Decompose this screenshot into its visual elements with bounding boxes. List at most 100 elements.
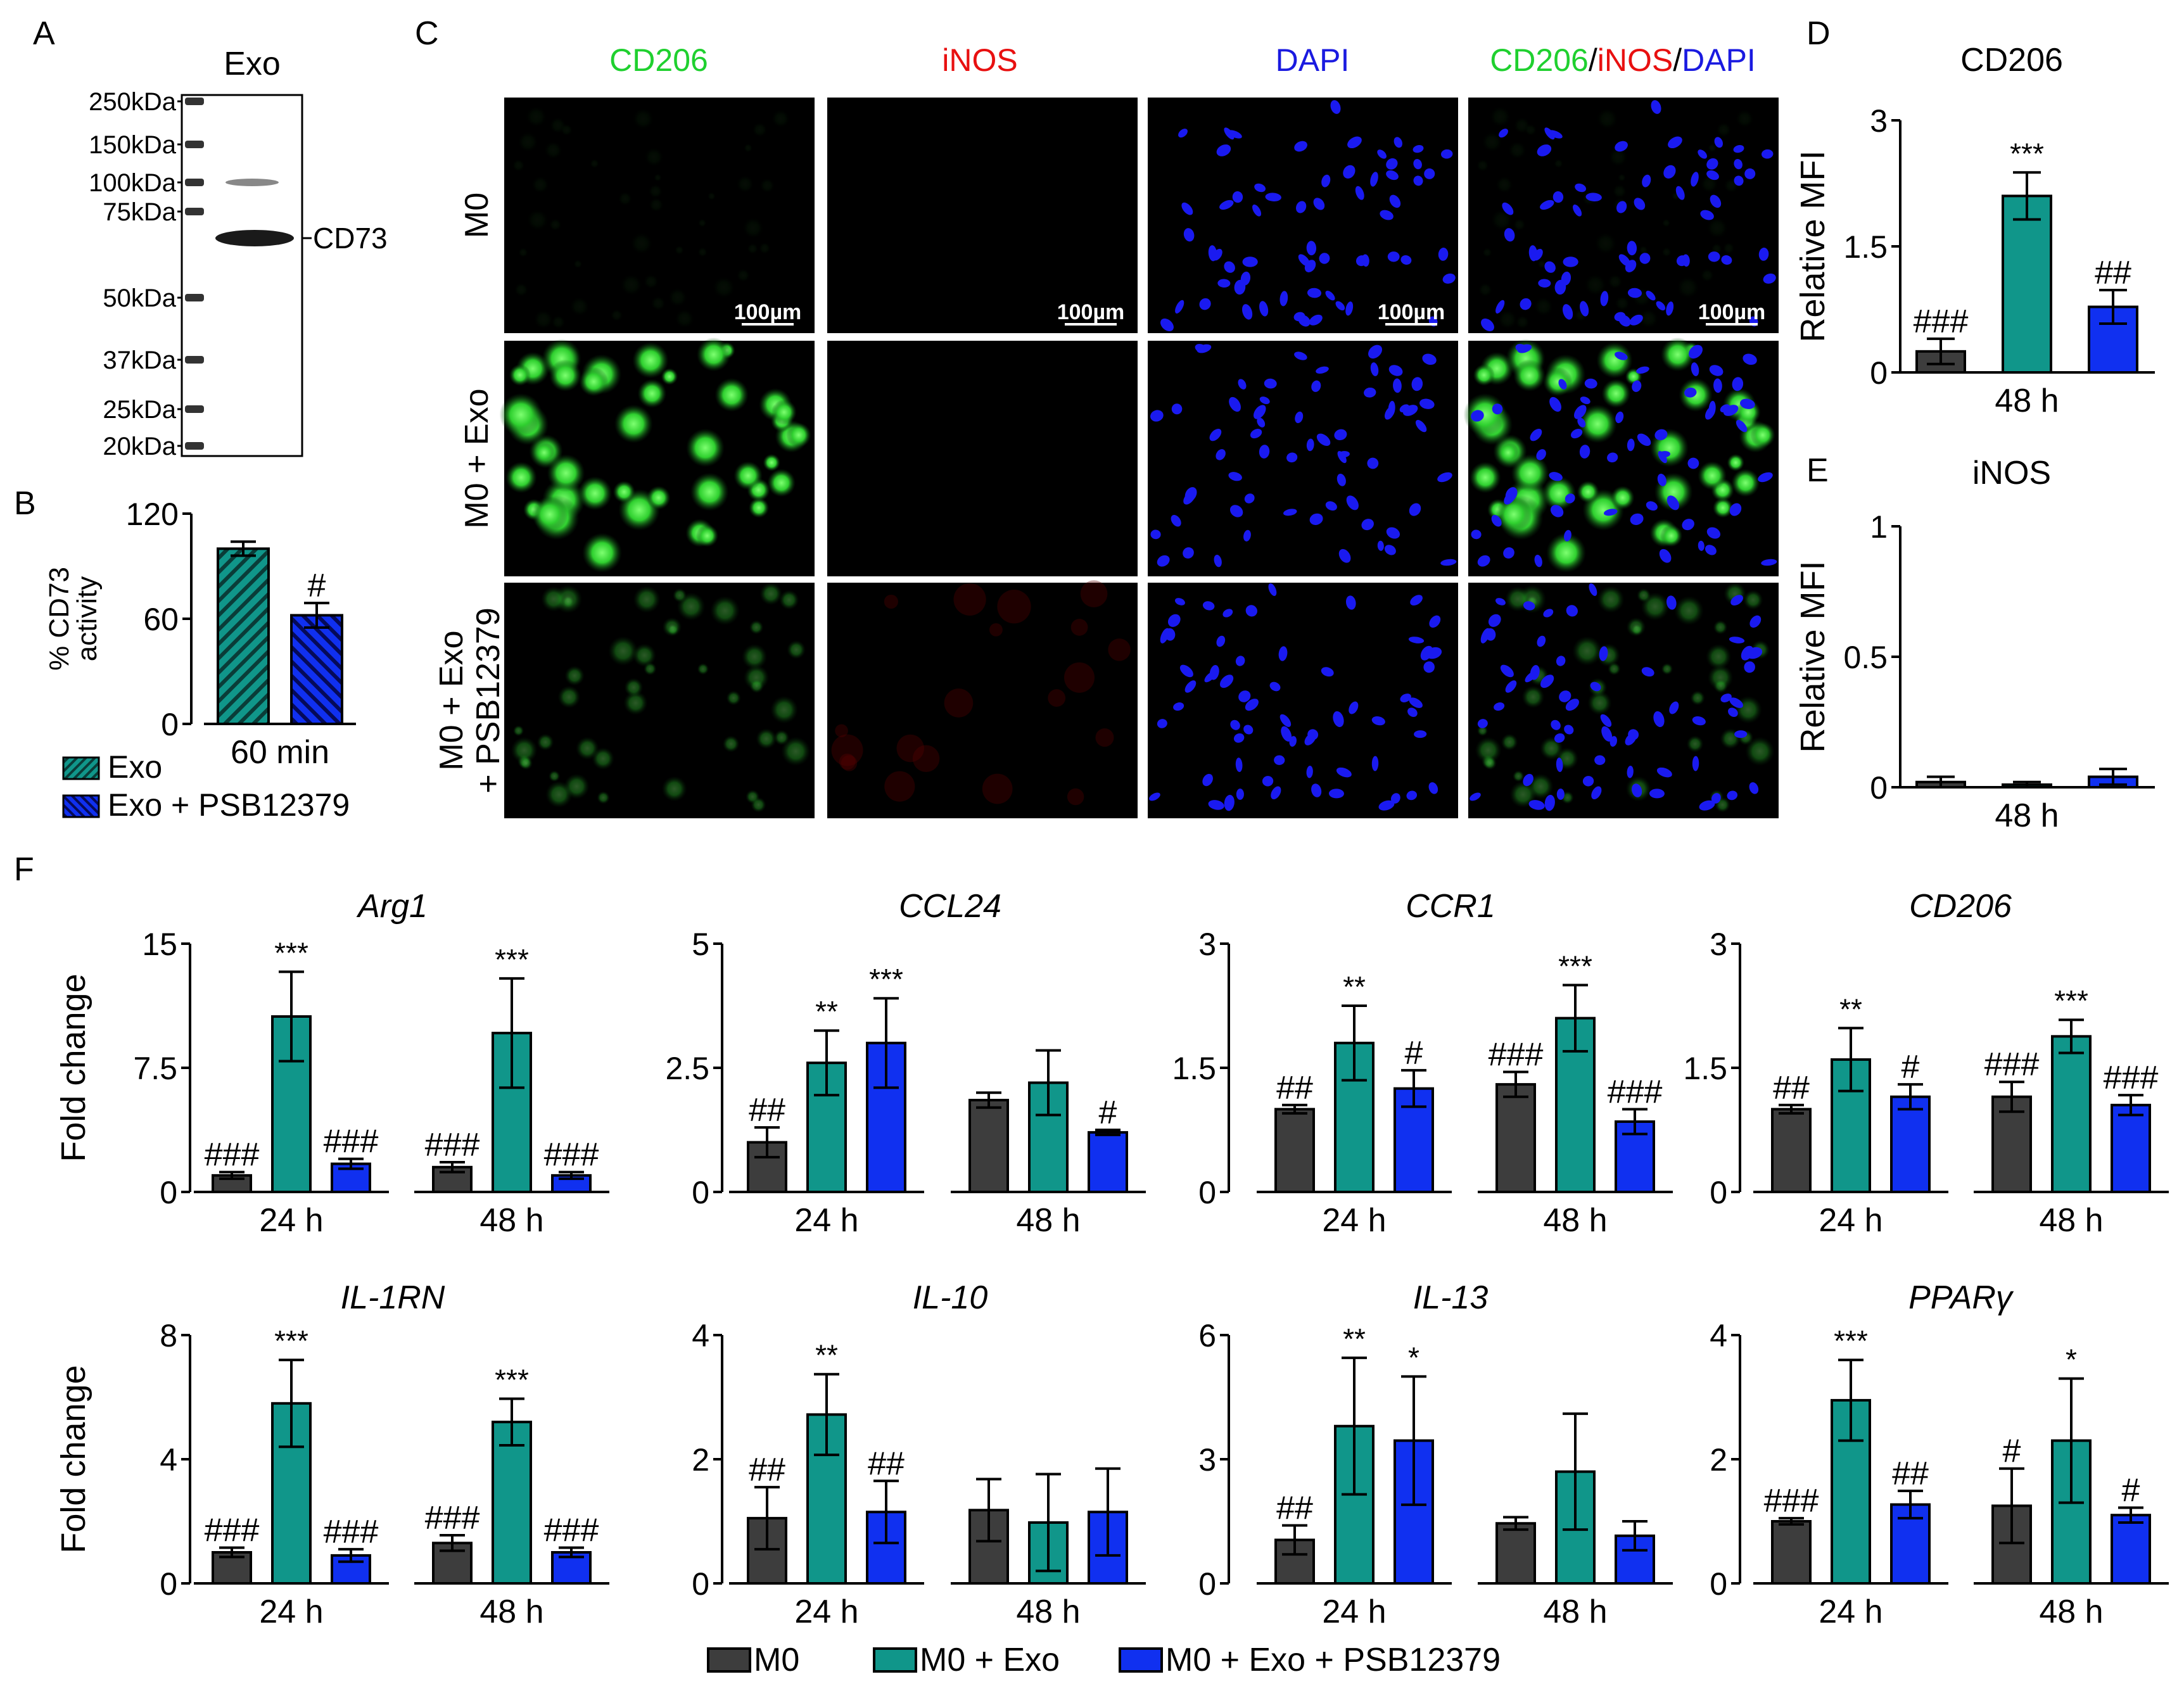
dapi-nucleus	[1556, 656, 1566, 666]
y-tick-label: 4	[692, 1318, 709, 1353]
cd206-cell	[1612, 184, 1627, 199]
cd206-cell	[697, 247, 708, 257]
dapi-nucleus	[1477, 555, 1490, 567]
dapi-nucleus	[1740, 398, 1755, 409]
blot-lane-label: Exo	[224, 46, 281, 82]
x-tick-label: 48 h	[479, 1593, 543, 1630]
bar	[1771, 1108, 1812, 1194]
dapi-nucleus	[1564, 725, 1574, 735]
dapi-nucleus	[1384, 545, 1396, 555]
cd206-cell	[661, 776, 687, 802]
dapi-nucleus	[1209, 665, 1219, 680]
dapi-nucleus	[1415, 420, 1427, 433]
cd206-cell	[707, 192, 716, 201]
dapi-nucleus	[1554, 279, 1566, 295]
dapi-nucleus	[1334, 429, 1347, 441]
x-tick-label: 48 h	[1995, 383, 2059, 419]
dapi-nucleus	[1700, 210, 1714, 220]
cd206-cell	[726, 690, 741, 706]
cd206-cell	[696, 337, 731, 372]
chart-6: 0 1.5 3 24 h ## ** #48 h ### *** ### CD206	[1683, 888, 2169, 1239]
dapi-nucleus	[1378, 800, 1395, 811]
dapi-nucleus	[1294, 141, 1307, 152]
cd206-cell	[579, 367, 609, 396]
dapi-nucleus	[1345, 595, 1356, 610]
cd206-cell	[1524, 124, 1537, 136]
tile-background	[827, 583, 1138, 818]
dapi-nucleus	[1370, 172, 1378, 187]
micrograph-tile	[499, 337, 815, 576]
dapi-nucleus	[1214, 554, 1222, 567]
cd206-cell	[661, 368, 678, 385]
dapi-nucleus	[1629, 314, 1643, 326]
chart-title: Arg1	[356, 888, 428, 925]
dapi-nucleus	[1371, 716, 1385, 726]
marker-label: 37kDa	[103, 346, 176, 374]
dapi-nucleus	[1590, 681, 1601, 692]
dapi-nucleus	[1530, 428, 1542, 441]
significance-label: ##	[749, 1092, 785, 1129]
dapi-nucleus	[1727, 790, 1738, 801]
cd206-cell	[713, 276, 735, 299]
cd206-cell	[569, 296, 590, 317]
dapi-nucleus	[1659, 548, 1672, 563]
dapi-nucleus	[1440, 149, 1453, 159]
x-tick-label: 60 min	[231, 734, 329, 771]
cd206-cell	[643, 274, 659, 289]
cd206-cell	[545, 780, 573, 808]
dapi-nucleus	[1558, 379, 1567, 390]
cd206-cell	[644, 147, 664, 167]
cd206-cell	[648, 184, 663, 199]
cd206-cell	[781, 737, 811, 766]
dapi-nucleus	[1534, 554, 1542, 567]
inos-cell	[1067, 788, 1084, 806]
cd206-cell	[1661, 247, 1672, 257]
dapi-nucleus	[1589, 583, 1597, 596]
dapi-nucleus	[1520, 298, 1532, 310]
micrograph-tiles: 100µm 100µm 100µm 100µm	[499, 98, 1779, 818]
x-tick-label: 24 h	[1322, 1593, 1386, 1630]
cd206-cell	[779, 590, 799, 610]
significance-label: ###	[205, 1137, 260, 1174]
cd206-cell	[1705, 643, 1732, 670]
ladder-band	[185, 356, 204, 364]
significance-label: ***	[495, 943, 529, 976]
dapi-nucleus	[1235, 757, 1243, 773]
cd206-cell	[614, 404, 653, 443]
dapi-nucleus	[1409, 503, 1421, 516]
dapi-nucleus	[1216, 635, 1226, 647]
cd206-cell	[514, 282, 528, 297]
dapi-nucleus	[1388, 400, 1395, 417]
cd206-cell	[592, 747, 615, 770]
significance-label: ###	[2104, 1060, 2159, 1096]
bar	[968, 1098, 1009, 1193]
dapi-nucleus	[1279, 714, 1292, 727]
panel-letter-e: E	[1806, 452, 1829, 489]
dapi-nucleus	[1228, 472, 1242, 481]
dapi-nucleus	[1744, 661, 1755, 673]
dapi-nucleus	[1637, 433, 1651, 447]
dapi-nucleus	[1377, 540, 1384, 551]
dapi-nucleus	[1423, 661, 1435, 673]
inos-cell	[1095, 728, 1114, 747]
dapi-nucleus	[1666, 301, 1674, 316]
cd206-cell	[763, 453, 780, 472]
significance-label: **	[815, 995, 838, 1028]
y-tick-label: 15	[142, 927, 177, 962]
tile-background	[827, 98, 1138, 333]
y-axis-label: Fold change	[54, 1365, 92, 1553]
panel-letter-b: B	[14, 485, 36, 522]
dapi-nucleus	[1167, 614, 1181, 627]
x-tick-label: 48 h	[1543, 1202, 1607, 1239]
dapi-nucleus	[1307, 288, 1322, 298]
dapi-nucleus	[1556, 757, 1563, 773]
cd206-cell	[1727, 453, 1744, 472]
cd206-cell	[1716, 122, 1732, 137]
cd206-cell	[632, 342, 669, 379]
dapi-nucleus	[1471, 410, 1484, 422]
dapi-nucleus	[1208, 800, 1224, 810]
inos-cell	[835, 724, 848, 738]
merge-slash-1: /	[1589, 42, 1597, 78]
